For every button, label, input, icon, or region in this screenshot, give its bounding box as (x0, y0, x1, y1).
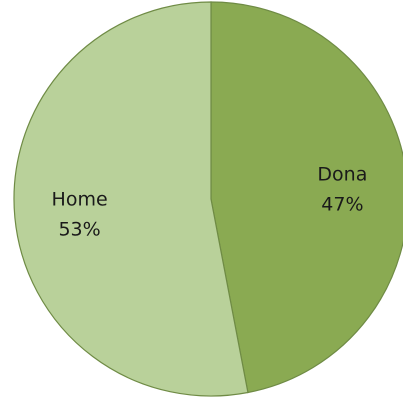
pie-label-dona: Dona 47% (317, 164, 367, 216)
pie-slice-dona (210, 1, 403, 394)
pie-label-name: Dona (317, 164, 367, 186)
pie-labels: Dona 47% Home 53% (52, 164, 368, 241)
pie-label-value: 47% (321, 194, 363, 216)
pie-label-home: Home 53% (52, 188, 108, 240)
pie-slices (13, 1, 403, 397)
pie-label-name: Home (52, 188, 108, 210)
pie-label-value: 53% (58, 218, 100, 240)
pie-slice-home (13, 1, 249, 397)
